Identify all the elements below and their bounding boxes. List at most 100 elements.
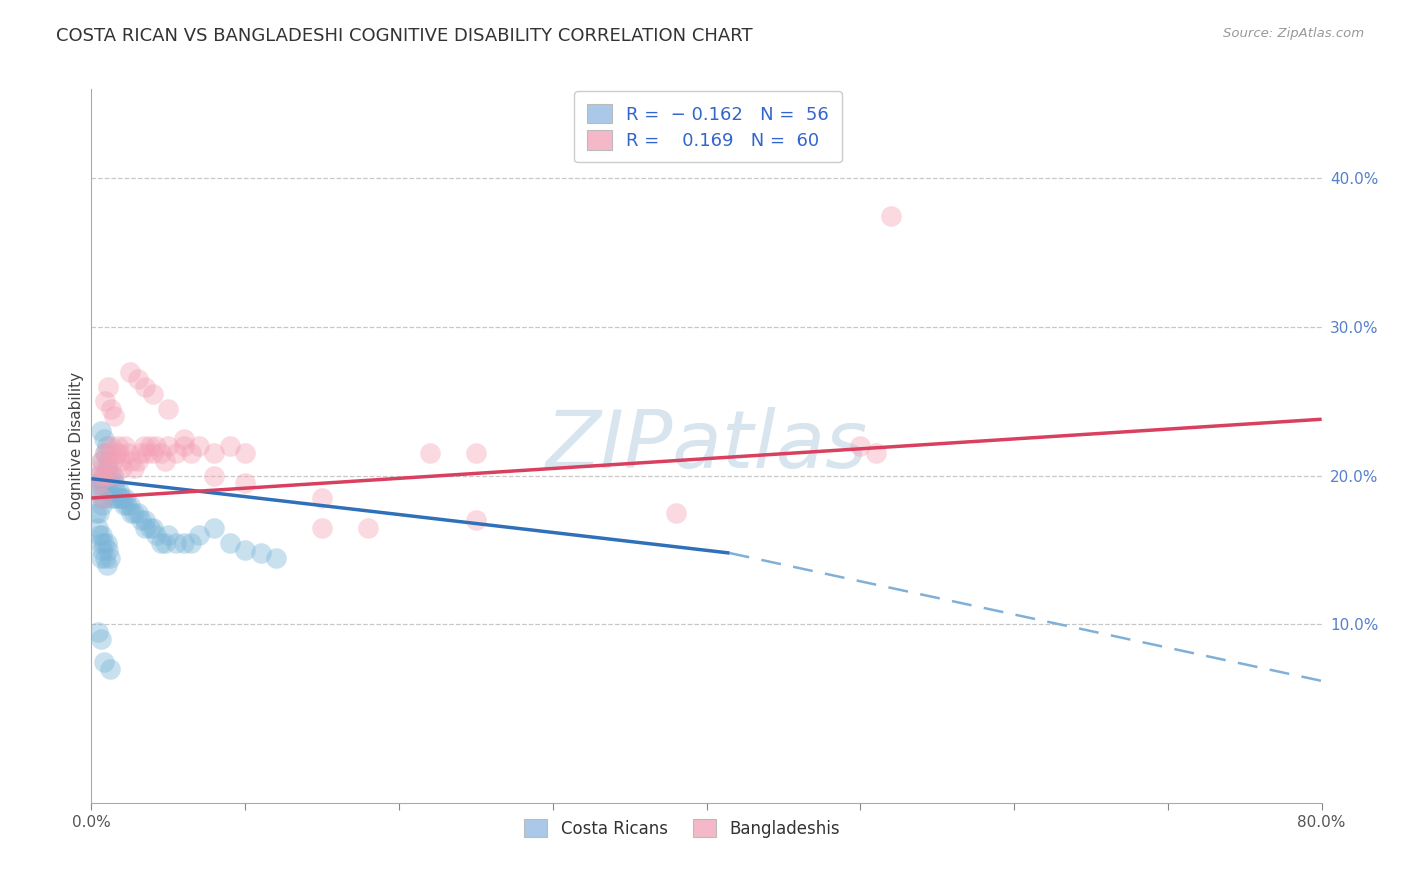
Point xyxy=(90,424,112,438)
Point xyxy=(145,439,167,453)
Point xyxy=(134,513,156,527)
Point xyxy=(87,506,110,520)
Point xyxy=(97,483,120,498)
Point xyxy=(849,439,872,453)
Point xyxy=(94,446,117,460)
Point xyxy=(188,439,211,453)
Point xyxy=(100,401,122,416)
Point xyxy=(165,535,187,549)
Point xyxy=(114,491,136,505)
Point xyxy=(93,491,115,505)
Point xyxy=(93,535,115,549)
Point xyxy=(94,394,117,409)
Point xyxy=(173,439,195,453)
Point xyxy=(98,468,121,483)
Point xyxy=(120,454,142,468)
Point xyxy=(218,535,240,549)
Point xyxy=(127,372,149,386)
Point xyxy=(264,550,287,565)
Point xyxy=(419,446,441,460)
Point xyxy=(90,491,112,505)
Point xyxy=(880,209,903,223)
Point xyxy=(84,476,107,491)
Point xyxy=(249,546,271,560)
Point xyxy=(107,439,129,453)
Point xyxy=(103,491,125,505)
Point xyxy=(93,468,115,483)
Point xyxy=(233,543,256,558)
Point xyxy=(98,550,121,565)
Point xyxy=(100,476,122,491)
Point xyxy=(105,483,127,498)
Point xyxy=(93,432,115,446)
Point xyxy=(86,483,108,498)
Point xyxy=(357,521,380,535)
Point xyxy=(91,528,114,542)
Point xyxy=(233,446,256,460)
Point xyxy=(103,476,125,491)
Point xyxy=(135,446,157,460)
Point xyxy=(91,491,114,505)
Point xyxy=(96,558,118,572)
Text: Source: ZipAtlas.com: Source: ZipAtlas.com xyxy=(1223,27,1364,40)
Point xyxy=(134,379,156,393)
Point xyxy=(311,521,333,535)
Point xyxy=(87,528,110,542)
Point xyxy=(188,528,211,542)
Point xyxy=(157,439,180,453)
Point xyxy=(90,476,112,491)
Point xyxy=(180,446,202,460)
Point xyxy=(100,491,122,505)
Point xyxy=(101,454,124,468)
Point xyxy=(107,491,129,505)
Point xyxy=(110,454,132,468)
Point xyxy=(111,491,134,505)
Point xyxy=(97,454,120,468)
Point xyxy=(97,468,120,483)
Point xyxy=(98,446,121,460)
Point xyxy=(91,461,114,475)
Point xyxy=(149,535,172,549)
Point xyxy=(124,506,146,520)
Point xyxy=(129,513,152,527)
Point xyxy=(139,521,162,535)
Text: ZIPatlas: ZIPatlas xyxy=(546,407,868,485)
Y-axis label: Cognitive Disability: Cognitive Disability xyxy=(69,372,84,520)
Point xyxy=(86,624,108,639)
Point xyxy=(97,379,120,393)
Point xyxy=(86,468,108,483)
Point xyxy=(218,439,240,453)
Point xyxy=(132,439,155,453)
Point xyxy=(120,506,142,520)
Point xyxy=(91,543,114,558)
Point xyxy=(93,655,115,669)
Point xyxy=(103,468,125,483)
Point xyxy=(157,528,180,542)
Point xyxy=(464,513,486,527)
Point xyxy=(165,446,187,460)
Point xyxy=(127,506,149,520)
Point xyxy=(202,446,225,460)
Point xyxy=(117,446,139,460)
Point xyxy=(118,365,141,379)
Point xyxy=(96,439,118,453)
Point xyxy=(233,476,256,491)
Point xyxy=(153,454,177,468)
Legend: Costa Ricans, Bangladeshis: Costa Ricans, Bangladeshis xyxy=(515,809,849,848)
Point xyxy=(157,401,180,416)
Point xyxy=(96,461,118,475)
Point xyxy=(87,476,110,491)
Point xyxy=(139,439,162,453)
Point xyxy=(110,491,132,505)
Point xyxy=(96,476,118,491)
Point xyxy=(134,521,156,535)
Point xyxy=(108,483,131,498)
Point xyxy=(90,454,112,468)
Point xyxy=(93,468,115,483)
Point xyxy=(91,454,114,468)
Point xyxy=(311,491,333,505)
Point xyxy=(98,662,121,676)
Point xyxy=(94,476,117,491)
Point xyxy=(202,521,225,535)
Point xyxy=(114,439,136,453)
